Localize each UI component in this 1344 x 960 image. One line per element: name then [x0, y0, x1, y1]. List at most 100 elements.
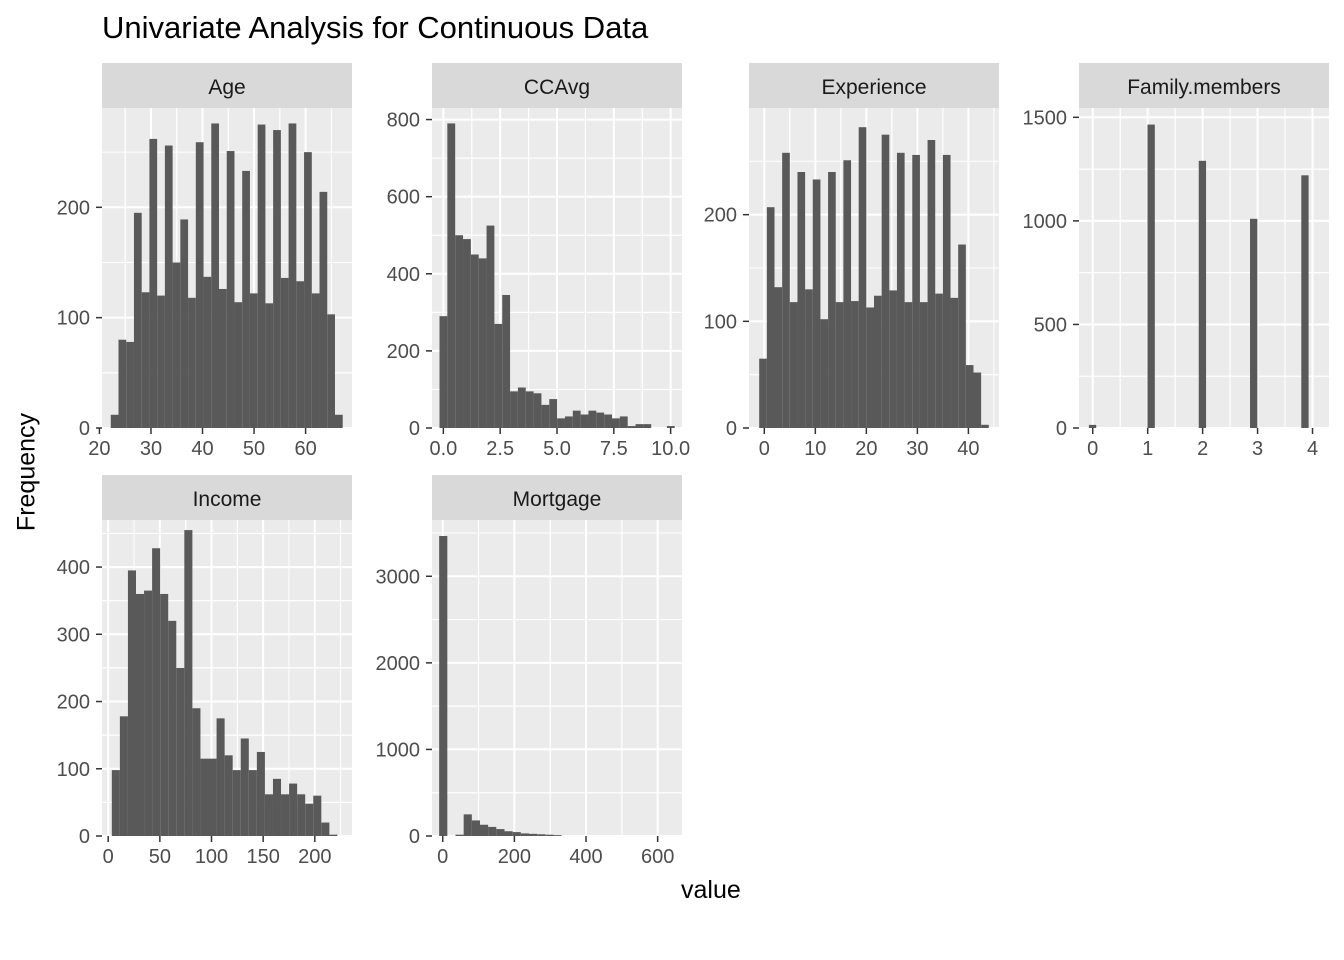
histogram-bar [789, 302, 798, 428]
facet-panel-experience: Experience 0 100 200 0 10 20 30 40 [704, 63, 999, 460]
histogram-bar [545, 834, 554, 836]
histogram-bar [478, 258, 487, 428]
histogram-bar [520, 833, 529, 836]
histogram-bar [541, 404, 550, 428]
y-tick-label: 100 [57, 308, 90, 330]
histogram-bar [805, 289, 813, 428]
histogram-bar [479, 824, 489, 836]
y-tick-label: 1000 [1023, 211, 1068, 233]
histogram-bar [164, 145, 173, 428]
x-tick-label: 50 [243, 438, 265, 460]
histogram-bar [896, 152, 905, 429]
x-tick-label: 0 [1087, 438, 1098, 460]
histogram-bar [935, 293, 943, 428]
y-tick-label: 0 [79, 826, 90, 848]
histogram-bar [666, 426, 675, 428]
histogram-bar [553, 835, 562, 836]
histogram-bar [195, 142, 204, 428]
histogram-bar [1088, 424, 1097, 428]
y-tick-label: 0 [79, 418, 90, 440]
histogram-bar [327, 314, 335, 428]
x-tick-label: 5.0 [543, 438, 571, 460]
facet-panel-mortgage: Mortgage 0 1000 2000 3000 0 200 400 600 [376, 475, 682, 868]
histogram-bar [455, 235, 464, 428]
facet-strip-label: Income [193, 488, 262, 511]
histogram-bar [319, 191, 328, 428]
histogram-bar [249, 293, 258, 428]
histogram-bar [118, 339, 127, 428]
histogram-bar [904, 302, 913, 428]
x-tick-label: 10 [804, 438, 826, 460]
histogram-bar [774, 287, 783, 428]
x-tick-label: 0 [103, 846, 114, 868]
histogram-bar [152, 548, 161, 836]
histogram-bar [224, 755, 233, 836]
histogram-bar [533, 393, 542, 428]
histogram-bar [502, 294, 511, 428]
histogram-bar [304, 152, 312, 428]
histogram-bar [782, 152, 790, 429]
histogram-bar [604, 414, 612, 428]
x-tick-label: 1 [1142, 438, 1153, 460]
histogram-bar [912, 154, 920, 428]
histogram-bar [133, 212, 142, 428]
histogram-bar [135, 593, 145, 836]
histogram-bar [496, 829, 505, 836]
histogram-bar [127, 570, 136, 836]
histogram-bar [1301, 175, 1309, 428]
histogram-bar [919, 302, 928, 428]
x-tick-label: 10.0 [651, 438, 690, 460]
y-tick-label: 200 [387, 341, 420, 363]
facet-strip [749, 63, 999, 108]
histogram-bar [329, 834, 338, 836]
histogram-bar [119, 716, 128, 836]
x-tick-label: 30 [906, 438, 928, 460]
histogram-bar [188, 297, 196, 428]
facet-strip [102, 63, 352, 108]
histogram-bar [141, 292, 150, 428]
histogram-bar [184, 530, 193, 836]
histogram-bar [334, 414, 343, 428]
histogram-bar [305, 803, 314, 836]
histogram-bar [557, 418, 565, 428]
histogram-bar [313, 795, 322, 836]
histogram-bar [494, 323, 503, 428]
histogram-bar [965, 365, 974, 428]
facet-strip [432, 475, 682, 520]
y-tick-label: 0 [409, 826, 420, 848]
y-tick-label: 600 [387, 187, 420, 209]
histogram-bar [232, 770, 241, 836]
x-tick-label: 20 [88, 438, 110, 460]
histogram-bar [950, 297, 959, 428]
facet-strip [1079, 63, 1329, 108]
x-tick-label: 200 [298, 846, 331, 868]
histogram-bar [488, 826, 497, 836]
histogram-bar [144, 590, 153, 836]
facet-strip-label: Experience [821, 76, 926, 99]
x-tick-label: 400 [569, 846, 602, 868]
histogram-bar [1250, 218, 1258, 428]
y-tick-label: 800 [387, 110, 420, 132]
x-tick-label: 30 [140, 438, 162, 460]
histogram-bar [588, 410, 597, 428]
histogram-bar [835, 302, 844, 428]
histogram-bar [257, 124, 266, 428]
histogram-bar [627, 426, 636, 428]
y-tick-label: 300 [57, 624, 90, 646]
histogram-bar [264, 794, 273, 836]
x-tick-label: 2.5 [486, 438, 514, 460]
histogram-bar [797, 172, 806, 428]
histogram-bar [580, 414, 589, 428]
histogram-bar [851, 301, 859, 428]
histogram-bar [512, 832, 521, 836]
facet-strip [432, 63, 682, 108]
histogram-bar [248, 770, 257, 836]
histogram-bar [216, 718, 225, 836]
histogram-bar [812, 179, 821, 428]
histogram-bar [572, 410, 581, 428]
histogram-bar [759, 358, 767, 428]
y-tick-label: 400 [57, 557, 90, 579]
histogram-bar [889, 290, 897, 428]
x-tick-label: 40 [957, 438, 979, 460]
